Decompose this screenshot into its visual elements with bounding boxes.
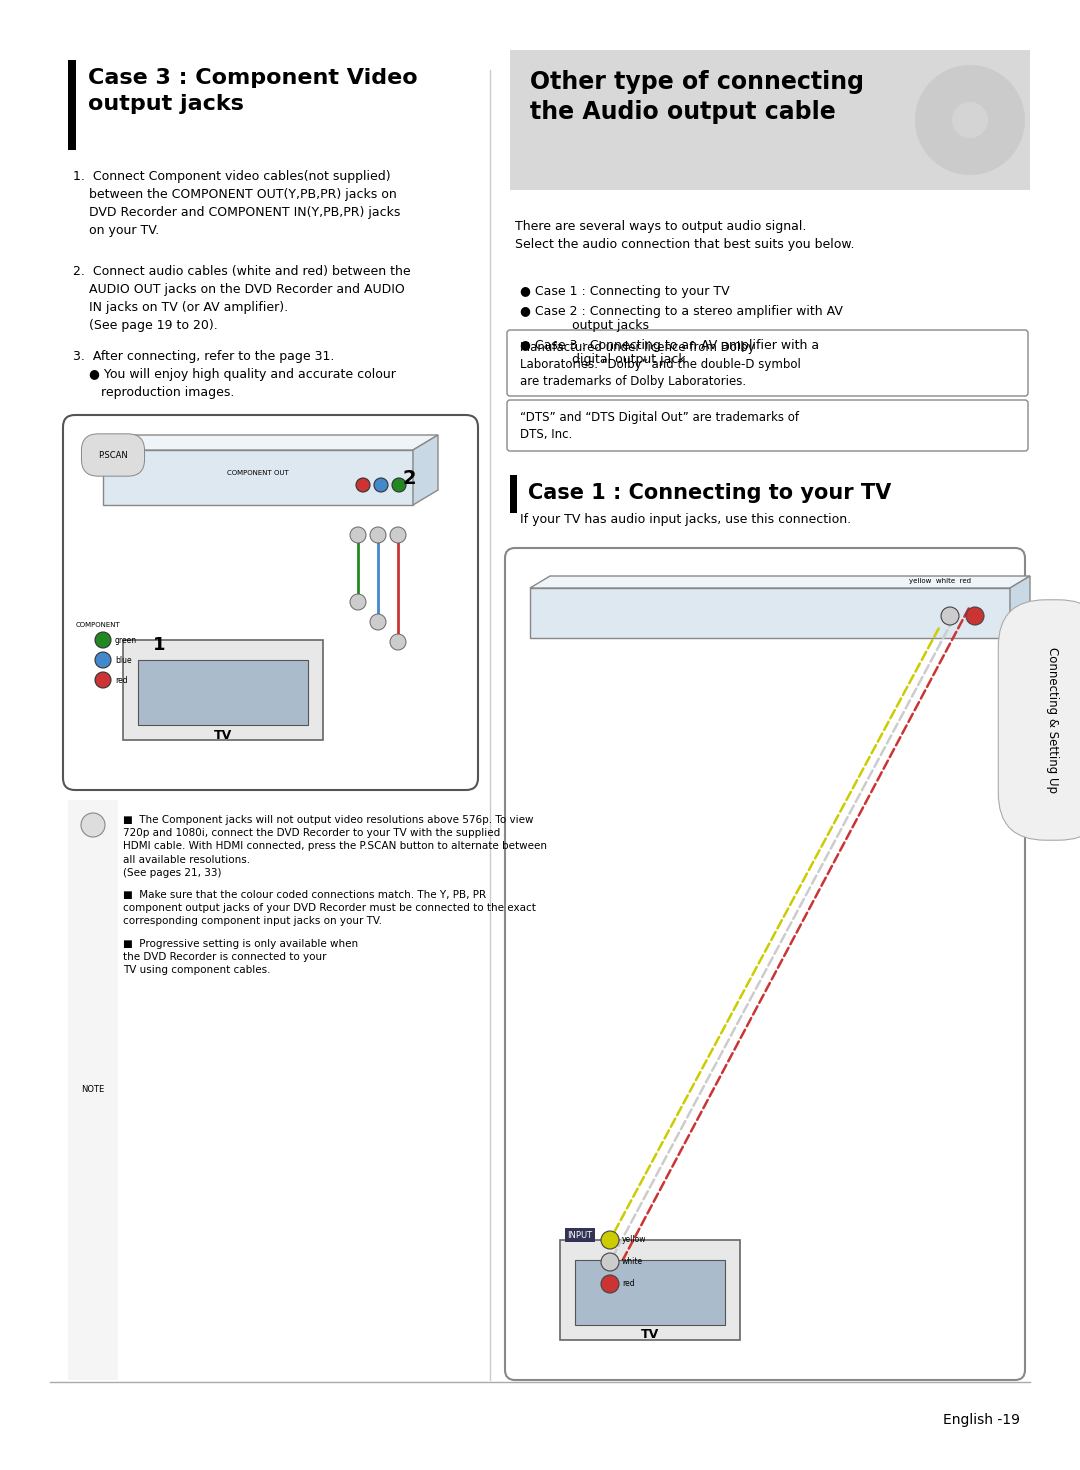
Text: ● Case 3 : Connecting to an AV amplifier with a: ● Case 3 : Connecting to an AV amplifier… [519, 340, 819, 351]
Polygon shape [1010, 576, 1030, 638]
FancyBboxPatch shape [505, 548, 1025, 1380]
Text: green: green [114, 635, 137, 644]
Text: 1: 1 [153, 637, 165, 654]
Bar [575, 1260, 725, 1324]
Circle shape [350, 528, 366, 542]
Circle shape [600, 1274, 619, 1294]
Circle shape [95, 653, 111, 667]
Text: There are several ways to output audio signal.
Select the audio connection that : There are several ways to output audio s… [515, 220, 854, 251]
Text: ■  The Component jacks will not output video resolutions above 576p. To view
720: ■ The Component jacks will not output vi… [123, 814, 546, 878]
Circle shape [390, 528, 406, 542]
Text: red: red [114, 676, 127, 685]
Bar [510, 475, 517, 513]
Text: white: white [622, 1257, 643, 1267]
Circle shape [392, 478, 406, 492]
Circle shape [600, 1252, 619, 1272]
Circle shape [951, 101, 988, 138]
Bar [123, 639, 323, 739]
Text: P.SCAN: P.SCAN [98, 450, 127, 460]
Circle shape [81, 813, 105, 836]
Text: NOTE: NOTE [81, 1085, 105, 1095]
Text: yellow  white  red: yellow white red [909, 578, 971, 584]
Text: blue: blue [114, 656, 132, 664]
Text: the Audio output cable: the Audio output cable [530, 100, 836, 123]
Circle shape [356, 478, 370, 492]
Circle shape [374, 478, 388, 492]
Text: digital output jack: digital output jack [519, 353, 686, 366]
Text: Case 3 : Component Video: Case 3 : Component Video [87, 68, 418, 88]
FancyBboxPatch shape [63, 415, 478, 789]
Bar [561, 1241, 740, 1341]
Text: Case 1 : Connecting to your TV: Case 1 : Connecting to your TV [528, 484, 891, 503]
Circle shape [915, 65, 1025, 175]
Bar [63, 800, 483, 1380]
Circle shape [95, 672, 111, 688]
Circle shape [350, 594, 366, 610]
Text: COMPONENT OUT: COMPONENT OUT [227, 470, 288, 476]
Text: Other type of connecting: Other type of connecting [530, 71, 864, 94]
Text: 2.  Connect audio cables (white and red) between the
    AUDIO OUT jacks on the : 2. Connect audio cables (white and red) … [73, 265, 410, 332]
Circle shape [600, 1230, 619, 1250]
Circle shape [966, 607, 984, 625]
Bar [510, 50, 1030, 190]
Polygon shape [530, 576, 1030, 588]
Text: If your TV has audio input jacks, use this connection.: If your TV has audio input jacks, use th… [519, 513, 851, 526]
FancyBboxPatch shape [507, 400, 1028, 451]
Text: “DTS” and “DTS Digital Out” are trademarks of
DTS, Inc.: “DTS” and “DTS Digital Out” are trademar… [519, 412, 799, 441]
Circle shape [370, 614, 386, 631]
Circle shape [941, 607, 959, 625]
Text: Connecting & Setting Up: Connecting & Setting Up [1045, 647, 1058, 792]
Text: ● Case 1 : Connecting to your TV: ● Case 1 : Connecting to your TV [519, 285, 730, 298]
Bar [138, 660, 308, 725]
Text: TV: TV [214, 729, 232, 741]
Bar [103, 450, 413, 506]
FancyBboxPatch shape [507, 329, 1028, 395]
Text: COMPONENT: COMPONENT [76, 622, 120, 628]
Text: ■  Progressive setting is only available when
the DVD Recorder is connected to y: ■ Progressive setting is only available … [123, 939, 359, 976]
Text: red: red [622, 1279, 635, 1289]
Text: 2: 2 [403, 469, 417, 488]
Text: output jacks: output jacks [87, 94, 244, 115]
Polygon shape [413, 435, 438, 506]
Text: yellow: yellow [622, 1235, 647, 1245]
Text: 3.  After connecting, refer to the page 31.
    ● You will enjoy high quality an: 3. After connecting, refer to the page 3… [73, 350, 396, 398]
Text: INPUT: INPUT [567, 1230, 593, 1239]
Circle shape [95, 632, 111, 648]
Bar [530, 588, 1010, 638]
Bar [68, 60, 76, 150]
Text: 1.  Connect Component video cables(not supplied)
    between the COMPONENT OUT(Y: 1. Connect Component video cables(not su… [73, 171, 401, 237]
Text: output jacks: output jacks [519, 319, 649, 332]
Circle shape [370, 528, 386, 542]
Polygon shape [103, 435, 438, 450]
Text: ■  Make sure that the colour coded connections match. The Y, PB, PR
component ou: ■ Make sure that the colour coded connec… [123, 889, 536, 926]
Text: ● Case 2 : Connecting to a stereo amplifier with AV: ● Case 2 : Connecting to a stereo amplif… [519, 304, 842, 318]
Text: Manufactured under licence from Dolby
Laboratories. “Dolby” and the double-D sym: Manufactured under licence from Dolby La… [519, 341, 801, 388]
Text: TV: TV [640, 1329, 659, 1342]
Text: English -19: English -19 [943, 1413, 1020, 1427]
Bar [68, 800, 118, 1380]
Circle shape [390, 634, 406, 650]
